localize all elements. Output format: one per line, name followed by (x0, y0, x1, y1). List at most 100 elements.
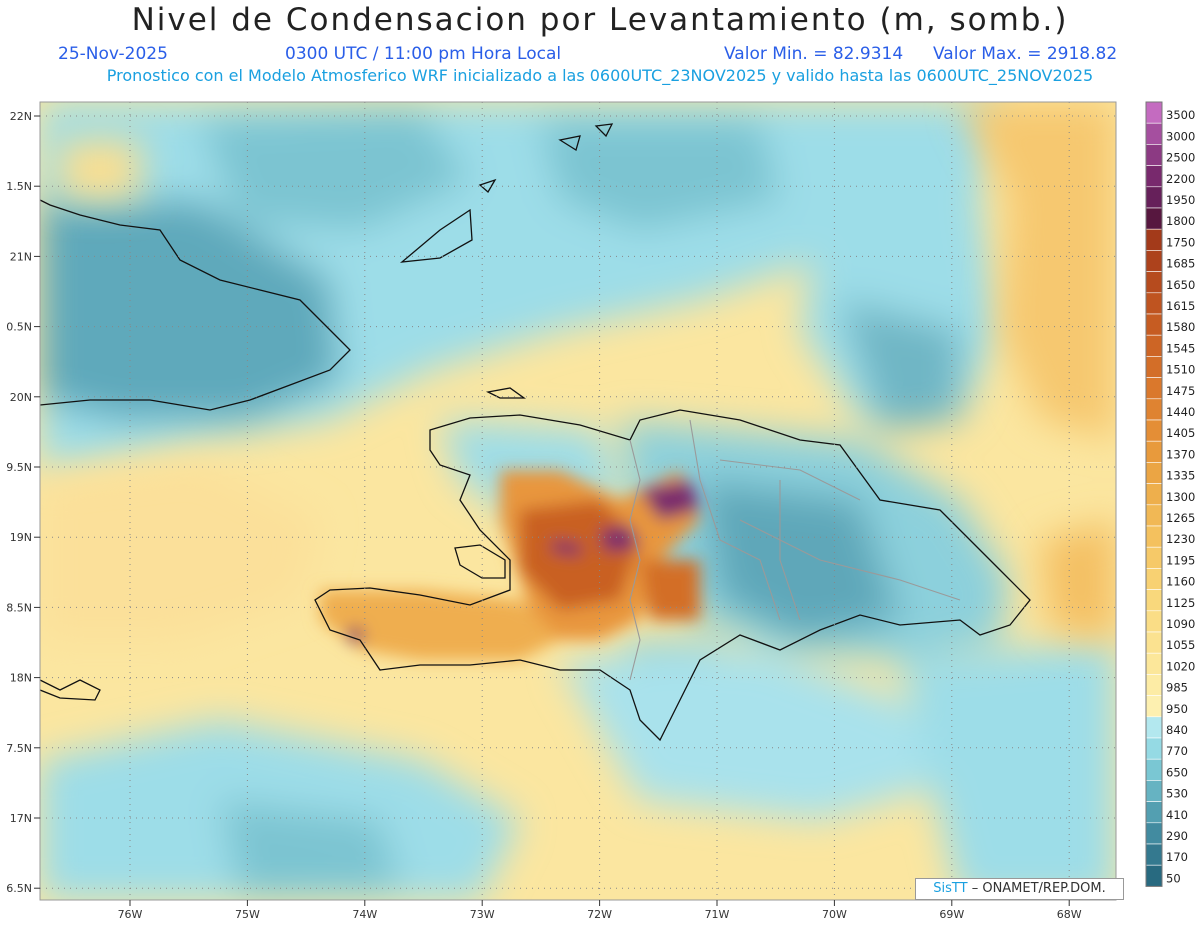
lat-label: 21N (10, 250, 32, 263)
legend-swatch (1145, 525, 1163, 548)
lon-label: 68W (1057, 908, 1082, 921)
legend-swatch (1145, 631, 1163, 654)
max-value: Valor Max. = 2918.82 (933, 44, 1118, 64)
legend-label: 1545 (1166, 341, 1195, 355)
legend-swatch (1145, 716, 1163, 739)
plot-frame (39, 101, 1117, 901)
legend-label: 1265 (1166, 511, 1195, 525)
legend-label: 410 (1166, 808, 1188, 822)
lat-label: 19N (10, 531, 32, 544)
high-lcl-regions (40, 102, 1116, 640)
longitude-labels: 76W 75W 74W 73W 72W 71W 70W 69W 68W (118, 900, 1082, 921)
legend-swatch (1145, 207, 1163, 230)
lat-label: 1.5N (6, 180, 32, 193)
legend-label: 1950 (1166, 193, 1195, 207)
legend-swatch (1145, 144, 1163, 166)
legend-label: 3500 (1166, 108, 1195, 122)
lat-label: 0.5N (6, 321, 32, 334)
lon-label: 74W (352, 908, 377, 921)
legend-swatch (1145, 356, 1163, 378)
legend-label: 1750 (1166, 235, 1195, 249)
legend-swatch (1145, 250, 1163, 272)
legend-label: 1405 (1166, 426, 1195, 440)
lcl-field (40, 102, 1116, 900)
legend-swatch (1145, 271, 1163, 294)
legend-label: 985 (1166, 681, 1188, 695)
legend-label: 650 (1166, 765, 1188, 779)
min-value: Valor Min. = 82.9314 (724, 44, 904, 64)
legend-swatch (1145, 695, 1163, 718)
legend-label: 1230 (1166, 532, 1195, 546)
legend-label: 2500 (1166, 151, 1195, 165)
legend-swatch (1145, 462, 1163, 484)
legend-swatch (1145, 589, 1163, 612)
lon-label: 75W (235, 908, 260, 921)
legend-swatch (1145, 843, 1163, 866)
legend-label: 530 (1166, 787, 1188, 801)
legend-label: 170 (1166, 850, 1188, 864)
legend-label: 1650 (1166, 278, 1195, 292)
legend-label: 1475 (1166, 384, 1195, 398)
legend-label: 1160 (1166, 575, 1195, 589)
lat-label: 18N (10, 672, 32, 685)
lat-label: 7.5N (6, 742, 32, 755)
forecast-time: 0300 UTC / 11:00 pm Hora Local (285, 44, 562, 64)
legend-swatch (1145, 398, 1163, 421)
legend-swatch (1145, 504, 1163, 527)
legend-swatch (1145, 780, 1163, 802)
legend-label: 50 (1166, 871, 1181, 885)
legend-label: 290 (1166, 829, 1188, 843)
legend-swatch (1145, 610, 1163, 633)
legend-label: 1370 (1166, 447, 1195, 461)
legend-swatch (1145, 377, 1163, 400)
legend-swatch (1145, 801, 1163, 824)
credit-org: – ONAMET/REP.DOM. (971, 881, 1106, 896)
legend-label: 1510 (1166, 363, 1195, 377)
lon-label: 73W (470, 908, 495, 921)
color-legend: 3500 3000 2500 2200 1950 1800 1750 1685 1650 1615… (1145, 101, 1195, 887)
legend-swatch (1145, 292, 1163, 315)
latitude-labels: 22N 1.5N 21N 0.5N 20N 9.5N 19N 8.5N 18N 7.5N 17N 6.… (6, 110, 40, 895)
lat-label: 9.5N (6, 461, 32, 474)
lat-label: 22N (10, 110, 32, 123)
legend-swatch (1145, 186, 1163, 209)
legend-label: 1090 (1166, 617, 1195, 631)
legend-label: 1055 (1166, 638, 1195, 652)
legend-label: 840 (1166, 723, 1188, 737)
legend-swatch (1145, 483, 1163, 506)
legend-swatch (1145, 737, 1163, 760)
forecast-date: 25-Nov-2025 (58, 44, 168, 64)
forecast-subtitle: Pronostico con el Modelo Atmosferico WRF… (106, 66, 1094, 85)
lat-lon-grid (40, 102, 1116, 900)
lon-label: 71W (705, 908, 730, 921)
legend-swatch (1145, 313, 1163, 336)
legend-label: 1800 (1166, 214, 1195, 228)
legend-swatch (1145, 440, 1163, 463)
legend-swatch (1145, 758, 1163, 781)
legend-label: 1020 (1166, 659, 1195, 673)
legend-label: 1300 (1166, 490, 1195, 504)
legend-swatch (1145, 101, 1163, 124)
legend-label: 1335 (1166, 469, 1195, 483)
legend-swatch (1145, 674, 1163, 696)
credit-box: SisTT – ONAMET/REP.DOM. (915, 878, 1124, 900)
lat-label: 8.5N (6, 601, 32, 614)
legend-label: 1195 (1166, 553, 1195, 567)
legend-label: 770 (1166, 744, 1188, 758)
legend-label: 3000 (1166, 129, 1195, 143)
lat-label: 6.5N (6, 882, 32, 895)
hispaniola-high-lcl (320, 470, 700, 660)
lon-label: 76W (118, 908, 143, 921)
lon-label: 70W (822, 908, 847, 921)
low-lcl-regions (40, 102, 1116, 900)
lon-label: 69W (939, 908, 964, 921)
legend-label: 950 (1166, 702, 1188, 716)
legend-swatch (1145, 568, 1163, 590)
legend-label: 1615 (1166, 299, 1195, 313)
legend-swatch (1145, 228, 1163, 251)
legend-swatch (1145, 546, 1163, 569)
legend-label: 1440 (1166, 405, 1195, 419)
lat-label: 20N (10, 391, 32, 404)
legend-swatch (1145, 334, 1163, 357)
